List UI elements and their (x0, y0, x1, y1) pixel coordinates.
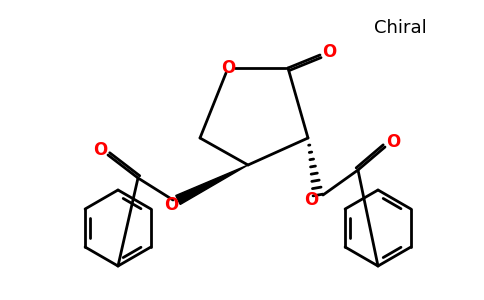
Text: O: O (386, 133, 400, 151)
Text: O: O (164, 196, 178, 214)
Text: O: O (304, 191, 318, 209)
Text: O: O (322, 43, 336, 61)
Text: O: O (221, 59, 235, 77)
Text: Chiral: Chiral (374, 19, 426, 37)
Polygon shape (176, 165, 248, 205)
Text: O: O (93, 141, 107, 159)
